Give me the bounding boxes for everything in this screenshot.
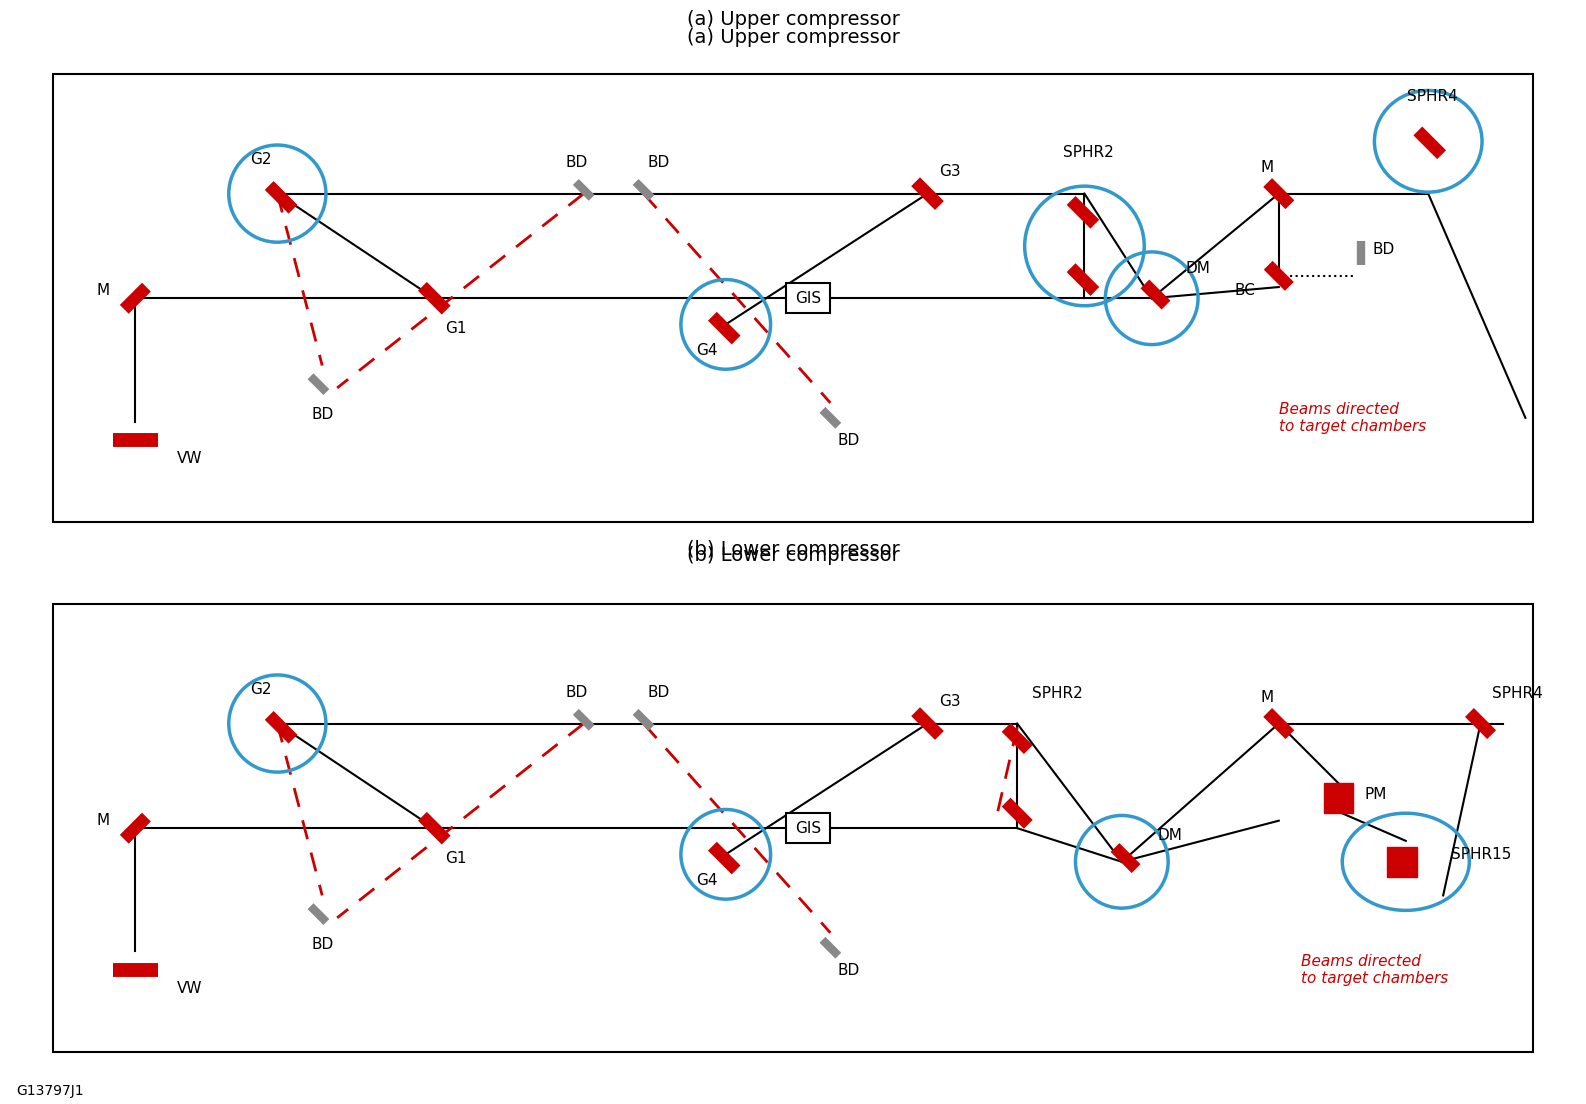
Text: BD: BD [311,936,333,952]
Text: BD: BD [837,433,860,448]
FancyBboxPatch shape [785,284,831,314]
Text: BD: BD [647,155,669,170]
FancyBboxPatch shape [785,814,831,843]
Text: PM: PM [1364,787,1388,802]
Text: GIS: GIS [795,820,822,836]
Text: BD: BD [837,963,860,978]
Text: DM: DM [1185,261,1210,276]
Text: SPHR2: SPHR2 [1032,686,1083,701]
Text: G3: G3 [939,163,961,179]
Text: BD: BD [311,406,333,422]
Text: BC: BC [1234,284,1256,298]
Text: BD: BD [1372,242,1394,257]
Text: G2: G2 [251,152,271,168]
Bar [1324,784,1353,814]
Text: G1: G1 [446,320,466,336]
Text: M: M [97,814,109,828]
Text: M: M [1261,160,1274,174]
Text: GIS: GIS [795,290,822,306]
Text: (a) Upper compressor: (a) Upper compressor [687,10,899,29]
Text: (b) Lower compressor: (b) Lower compressor [687,546,899,565]
Text: G2: G2 [251,682,271,698]
Text: G3: G3 [939,693,961,709]
Text: SPHR2: SPHR2 [1063,145,1113,160]
Text: G4: G4 [696,343,718,358]
Text: G4: G4 [696,873,718,888]
Text: G13797J1: G13797J1 [16,1084,84,1098]
Text: VW: VW [176,452,201,467]
Text: SPHR4: SPHR4 [1492,686,1543,701]
Text: M: M [1261,690,1274,704]
Text: (a) Upper compressor: (a) Upper compressor [687,28,899,46]
Text: G1: G1 [446,850,466,866]
Text: (b) Lower compressor: (b) Lower compressor [687,540,899,559]
Text: BD: BD [647,684,669,700]
Bar [1388,847,1416,877]
Text: SPHR15: SPHR15 [1451,847,1511,862]
Text: BD: BD [565,684,587,700]
Text: BD: BD [565,155,587,170]
Text: SPHR4: SPHR4 [1407,89,1458,104]
Text: Beams directed
to target chambers: Beams directed to target chambers [1301,954,1448,986]
Text: DM: DM [1158,828,1183,843]
Text: Beams directed
to target chambers: Beams directed to target chambers [1278,402,1426,434]
Text: VW: VW [176,981,201,997]
Text: M: M [97,284,109,298]
